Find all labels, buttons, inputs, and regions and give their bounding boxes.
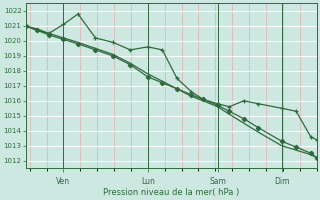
X-axis label: Pression niveau de la mer( hPa ): Pression niveau de la mer( hPa ) [103,188,239,197]
